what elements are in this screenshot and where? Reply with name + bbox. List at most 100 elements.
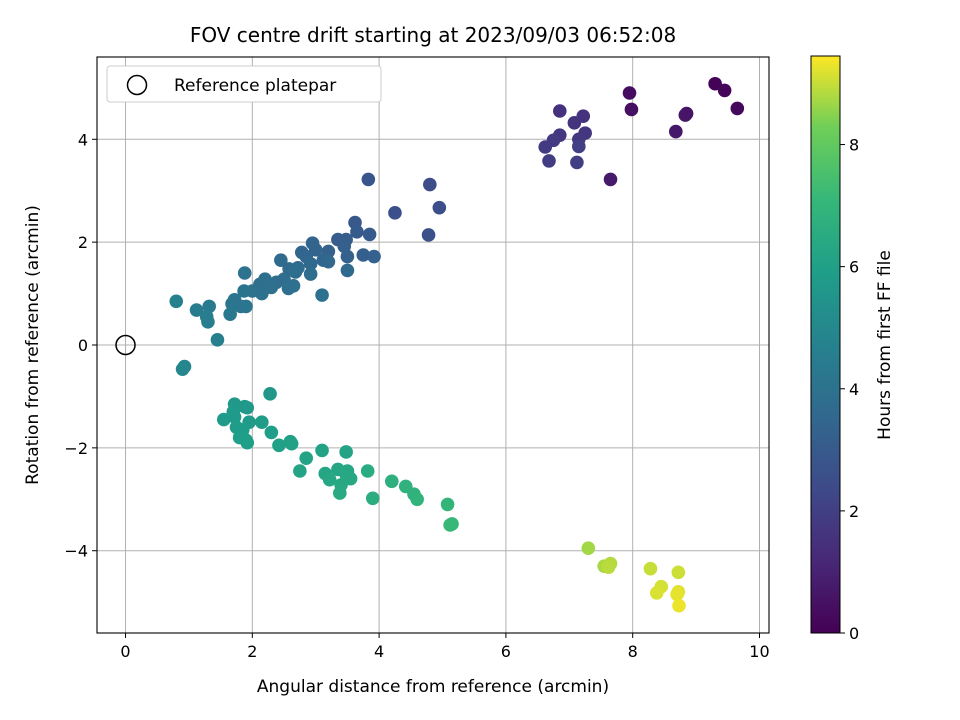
data-point (234, 299, 248, 314)
data-point (421, 228, 436, 242)
legend-label: Reference platepar (174, 76, 336, 96)
data-point (288, 265, 303, 279)
data-point (678, 108, 693, 122)
data-point (281, 281, 296, 296)
data-point (274, 253, 288, 267)
x-tick-label: 4 (374, 642, 384, 661)
data-point (255, 415, 269, 429)
x-axis-label: Angular distance from reference (arcmin) (257, 677, 609, 697)
data-point (365, 491, 380, 506)
data-point (643, 561, 658, 576)
data-point (669, 124, 683, 139)
data-point (227, 410, 242, 424)
colorbar-ticks: 0 2 4 6 8 (840, 136, 859, 643)
data-point (303, 256, 318, 271)
data-point (201, 315, 215, 329)
data-point (189, 303, 204, 317)
y-tick-label: 2 (78, 233, 88, 252)
data-point (360, 464, 375, 478)
data-point (303, 267, 318, 281)
data-point (581, 541, 596, 555)
data-point (202, 299, 217, 314)
data-points (169, 76, 745, 613)
data-point (237, 266, 252, 280)
colorbar-tick-label: 4 (849, 380, 859, 399)
data-point (730, 101, 745, 116)
data-point (293, 464, 307, 478)
data-point (216, 412, 231, 427)
reference-marker-layer (115, 334, 136, 356)
data-point (322, 472, 337, 487)
data-point (538, 140, 553, 154)
data-point (169, 294, 184, 309)
data-point (264, 425, 279, 440)
data-point (240, 435, 255, 450)
y-axis-label: Rotation from reference (arcmin) (23, 205, 43, 485)
data-point (672, 598, 686, 613)
reference-platepar-marker (115, 334, 136, 356)
data-point (350, 225, 364, 239)
grid-lines (97, 57, 769, 633)
y-tick-label: −2 (64, 439, 88, 458)
data-point (240, 400, 255, 415)
colorbar: 0 2 4 6 8 Hours from first FF file (810, 55, 895, 643)
data-point (572, 139, 586, 154)
data-point (284, 436, 299, 451)
data-point (384, 474, 399, 489)
data-point (443, 518, 457, 532)
data-point (367, 249, 381, 264)
data-point (622, 86, 637, 100)
data-point (340, 249, 355, 264)
x-tick-label: 8 (628, 642, 638, 661)
data-point (255, 286, 269, 301)
data-point (570, 155, 584, 170)
chart-title: FOV centre drift starting at 2023/09/03 … (190, 23, 676, 47)
data-point (362, 227, 377, 242)
data-point (708, 76, 722, 91)
data-point (567, 116, 582, 130)
data-point (343, 471, 358, 486)
data-point (308, 243, 323, 257)
data-point (542, 154, 556, 168)
data-point (223, 307, 237, 321)
data-point (339, 445, 353, 459)
y-tick-label: −4 (64, 542, 88, 561)
data-point (263, 387, 277, 401)
data-point (388, 206, 402, 220)
data-point (601, 560, 616, 574)
colorbar-tick-label: 0 (849, 624, 859, 643)
y-axis-ticks: −4 −2 0 2 4 (64, 130, 97, 561)
data-point (603, 172, 618, 187)
data-point (299, 451, 314, 465)
data-point (333, 486, 347, 500)
colorbar-tick-label: 8 (849, 136, 859, 155)
colorbar-tick-label: 6 (849, 258, 859, 277)
colorbar-gradient (811, 56, 840, 633)
legend-box (106, 65, 382, 103)
legend-reference-marker (126, 74, 148, 96)
data-point (670, 587, 684, 602)
colorbar-tick-label: 2 (849, 502, 859, 521)
data-point (410, 492, 424, 507)
data-point (717, 83, 732, 98)
data-point (237, 284, 251, 298)
x-tick-label: 6 (501, 642, 511, 661)
data-point (321, 254, 336, 269)
colorbar-frame (810, 55, 841, 634)
data-point (340, 263, 355, 278)
x-tick-label: 0 (120, 642, 130, 661)
x-axis-ticks: 0 2 4 6 8 10 (120, 633, 770, 661)
data-point (432, 200, 447, 215)
data-point (210, 333, 225, 347)
data-point (440, 497, 455, 512)
data-point (624, 102, 639, 117)
y-tick-label: 4 (78, 130, 88, 149)
data-point (356, 248, 371, 262)
x-tick-label: 10 (749, 642, 769, 661)
data-point (272, 438, 286, 453)
data-point (423, 177, 437, 192)
data-point (361, 172, 376, 187)
data-point (315, 443, 329, 458)
data-point (315, 288, 329, 302)
